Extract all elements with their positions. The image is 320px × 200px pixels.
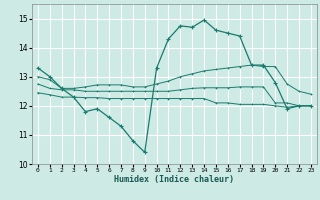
X-axis label: Humidex (Indice chaleur): Humidex (Indice chaleur) [115,175,234,184]
